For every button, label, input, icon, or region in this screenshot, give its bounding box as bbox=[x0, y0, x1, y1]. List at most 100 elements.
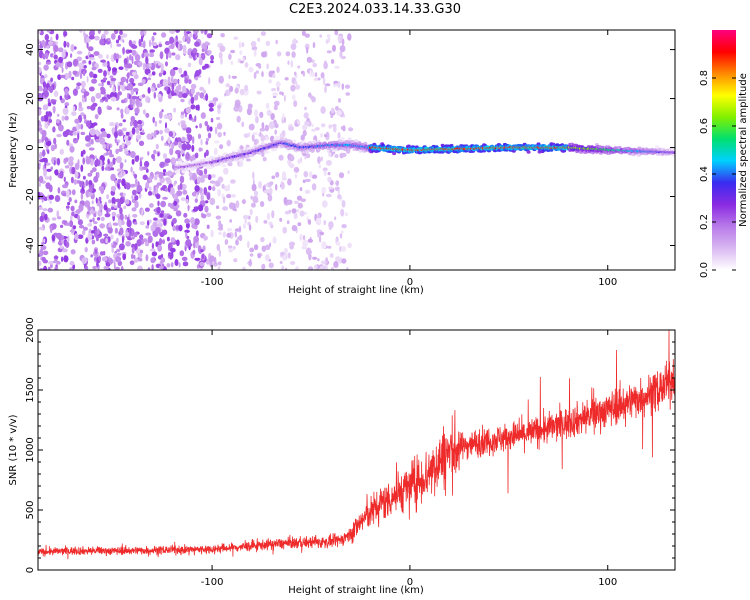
noise-speckle bbox=[131, 56, 134, 64]
noise-speckle bbox=[335, 256, 341, 262]
noise-speckle bbox=[45, 43, 47, 47]
noise-speckle bbox=[133, 221, 138, 225]
noise-speckle bbox=[184, 218, 191, 224]
noise-speckle bbox=[324, 85, 327, 94]
colorbar-tick-label: 0.2 bbox=[699, 214, 710, 230]
noise-speckle bbox=[223, 167, 229, 175]
noise-speckle bbox=[222, 196, 226, 204]
noise-speckle bbox=[152, 190, 156, 196]
noise-speckle bbox=[62, 184, 68, 189]
noise-speckle bbox=[92, 217, 95, 223]
noise-speckle bbox=[288, 126, 295, 131]
noise-speckle bbox=[252, 195, 259, 204]
noise-speckle bbox=[121, 84, 127, 92]
noise-speckle bbox=[337, 194, 342, 200]
noise-speckle bbox=[107, 37, 111, 42]
noise-speckle bbox=[300, 134, 305, 141]
noise-speckle bbox=[136, 239, 142, 247]
noise-speckle bbox=[204, 49, 208, 55]
noise-speckle bbox=[206, 49, 212, 55]
noise-speckle bbox=[92, 102, 98, 107]
noise-speckle bbox=[47, 98, 51, 103]
noise-speckle bbox=[88, 35, 95, 40]
noise-speckle bbox=[145, 56, 149, 65]
noise-speckle bbox=[44, 34, 49, 41]
noise-speckle bbox=[99, 38, 105, 46]
noise-speckle bbox=[170, 237, 176, 243]
noise-speckle bbox=[161, 109, 164, 113]
noise-speckle bbox=[323, 267, 329, 270]
noise-speckle bbox=[151, 242, 154, 250]
noise-speckle bbox=[268, 79, 273, 84]
noise-speckle bbox=[143, 52, 150, 58]
noise-speckle bbox=[173, 207, 178, 212]
signal-point bbox=[331, 149, 336, 153]
noise-speckle bbox=[53, 255, 59, 260]
noise-speckle bbox=[133, 254, 136, 260]
noise-speckle bbox=[287, 60, 290, 65]
noise-speckle bbox=[264, 136, 270, 140]
noise-speckle bbox=[180, 197, 186, 202]
noise-speckle bbox=[181, 149, 184, 155]
noise-speckle bbox=[188, 79, 192, 85]
noise-speckle bbox=[133, 120, 138, 125]
noise-speckle bbox=[228, 202, 235, 210]
noise-speckle bbox=[59, 170, 64, 179]
noise-speckle bbox=[175, 210, 182, 217]
noise-speckle bbox=[136, 134, 142, 140]
noise-speckle bbox=[217, 265, 221, 270]
noise-speckle bbox=[290, 84, 296, 92]
noise-speckle bbox=[275, 81, 281, 88]
noise-speckle bbox=[47, 111, 52, 118]
noise-speckle bbox=[193, 235, 200, 243]
noise-speckle bbox=[131, 195, 134, 200]
noise-speckle bbox=[50, 144, 56, 152]
noise-speckle bbox=[348, 127, 354, 132]
noise-speckle bbox=[185, 199, 189, 204]
noise-speckle bbox=[195, 104, 200, 111]
noise-speckle bbox=[80, 131, 86, 136]
noise-speckle bbox=[235, 239, 239, 246]
noise-speckle bbox=[304, 156, 307, 160]
noise-speckle bbox=[299, 210, 305, 217]
noise-speckle bbox=[164, 47, 170, 55]
noise-speckle bbox=[135, 178, 138, 184]
noise-speckle bbox=[294, 200, 299, 204]
noise-speckle bbox=[84, 96, 87, 102]
noise-speckle bbox=[330, 107, 335, 114]
noise-speckle bbox=[43, 169, 47, 178]
noise-speckle bbox=[237, 236, 243, 241]
noise-speckle bbox=[126, 78, 129, 84]
noise-speckle bbox=[163, 114, 169, 119]
noise-speckle bbox=[320, 123, 326, 128]
noise-speckle bbox=[38, 30, 41, 34]
noise-speckle bbox=[314, 264, 318, 270]
noise-speckle bbox=[171, 75, 174, 84]
noise-speckle bbox=[217, 131, 222, 138]
noise-speckle bbox=[308, 171, 313, 178]
noise-speckle bbox=[192, 249, 196, 255]
noise-speckle bbox=[131, 127, 136, 135]
noise-speckle bbox=[111, 211, 117, 217]
noise-speckle bbox=[268, 262, 274, 269]
noise-speckle bbox=[55, 264, 58, 268]
noise-speckle bbox=[201, 254, 205, 259]
noise-speckle bbox=[103, 265, 110, 270]
noise-speckle bbox=[269, 135, 275, 143]
noise-speckle bbox=[142, 62, 146, 71]
noise-speckle bbox=[334, 216, 337, 221]
noise-speckle bbox=[113, 52, 117, 61]
noise-speckle bbox=[118, 220, 122, 228]
noise-speckle bbox=[82, 175, 86, 180]
noise-speckle bbox=[72, 225, 77, 230]
noise-speckle bbox=[119, 81, 124, 86]
noise-speckle bbox=[72, 70, 78, 76]
noise-speckle bbox=[94, 249, 98, 254]
noise-speckle bbox=[49, 200, 52, 204]
noise-speckle bbox=[111, 246, 114, 254]
noise-speckle bbox=[321, 200, 328, 208]
noise-speckle bbox=[131, 95, 138, 100]
noise-speckle bbox=[98, 185, 105, 192]
noise-speckle bbox=[103, 30, 109, 35]
noise-speckle bbox=[317, 231, 320, 238]
